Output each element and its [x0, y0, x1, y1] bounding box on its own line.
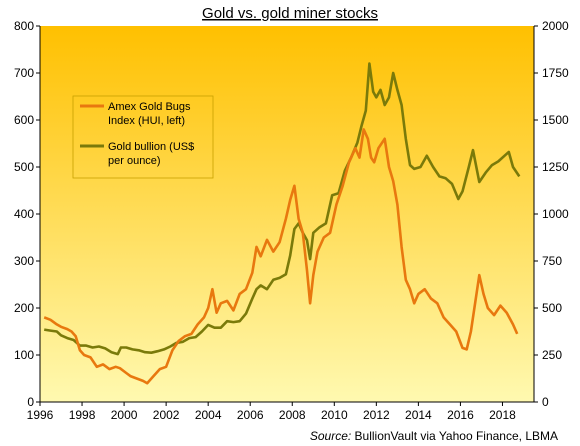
- x-tick-label: 2010: [321, 408, 348, 422]
- gold-bullion-line: [43, 62, 521, 356]
- x-tick-label: 1996: [27, 408, 54, 422]
- x-tick-label: 2002: [153, 408, 180, 422]
- right-tick-label: 1000: [542, 207, 569, 221]
- left-axis: 0 100 200 300 400 500 600 700 800: [14, 19, 41, 409]
- x-tick-label: 2006: [237, 408, 264, 422]
- x-tick-label: 2018: [489, 408, 516, 422]
- source-text: BullionVault via Yahoo Finance, LBMA: [351, 429, 558, 443]
- legend-label: Amex Gold Bugs: [108, 101, 191, 113]
- x-tick-label: 2016: [447, 408, 474, 422]
- x-tick-label: 2014: [405, 408, 432, 422]
- chart-title: Gold vs. gold miner stocks: [202, 5, 378, 22]
- series-layer: [43, 62, 521, 385]
- right-tick-label: 500: [542, 301, 562, 315]
- left-tick-label: 600: [14, 113, 34, 127]
- left-tick-label: 300: [14, 254, 34, 268]
- source-note: Source: BullionVault via Yahoo Finance, …: [310, 429, 558, 443]
- legend: Amex Gold Bugs Index (HUI, left) Gold bull…: [72, 95, 214, 179]
- right-tick-label: 1750: [542, 66, 569, 80]
- legend-label: Gold bullion (US$: [108, 141, 194, 153]
- legend-box: [72, 95, 214, 179]
- x-tick-label: 2012: [363, 408, 390, 422]
- left-tick-label: 700: [14, 66, 34, 80]
- x-axis: 1996 1998 2000 2002 2004 2006 2008 2010 2012 2014…: [27, 401, 534, 422]
- x-tick-label: 2008: [279, 408, 306, 422]
- right-tick-label: 1250: [542, 160, 569, 174]
- left-tick-label: 500: [14, 160, 34, 174]
- left-tick-label: 200: [14, 301, 34, 315]
- legend-label: Index (HUI, left): [108, 115, 185, 127]
- right-tick-label: 750: [542, 254, 562, 268]
- x-tick-label: 1998: [69, 408, 96, 422]
- left-tick-label: 100: [14, 348, 34, 362]
- left-tick-label: 400: [14, 207, 34, 221]
- right-axis: 0 250 500 750 1000 1250 1500 1750 2000: [533, 19, 569, 409]
- x-tick-label: 2004: [195, 408, 222, 422]
- right-tick-label: 2000: [542, 19, 569, 33]
- source-label: Source:: [310, 429, 351, 443]
- legend-label: per ounce): [108, 155, 161, 167]
- left-tick-label: 800: [14, 19, 34, 33]
- left-tick-label: 0: [27, 395, 34, 409]
- right-tick-label: 250: [542, 348, 562, 362]
- x-tick-label: 2000: [111, 408, 138, 422]
- right-tick-label: 1500: [542, 113, 569, 127]
- hui-index-line: [43, 128, 519, 385]
- right-tick-label: 0: [542, 395, 549, 409]
